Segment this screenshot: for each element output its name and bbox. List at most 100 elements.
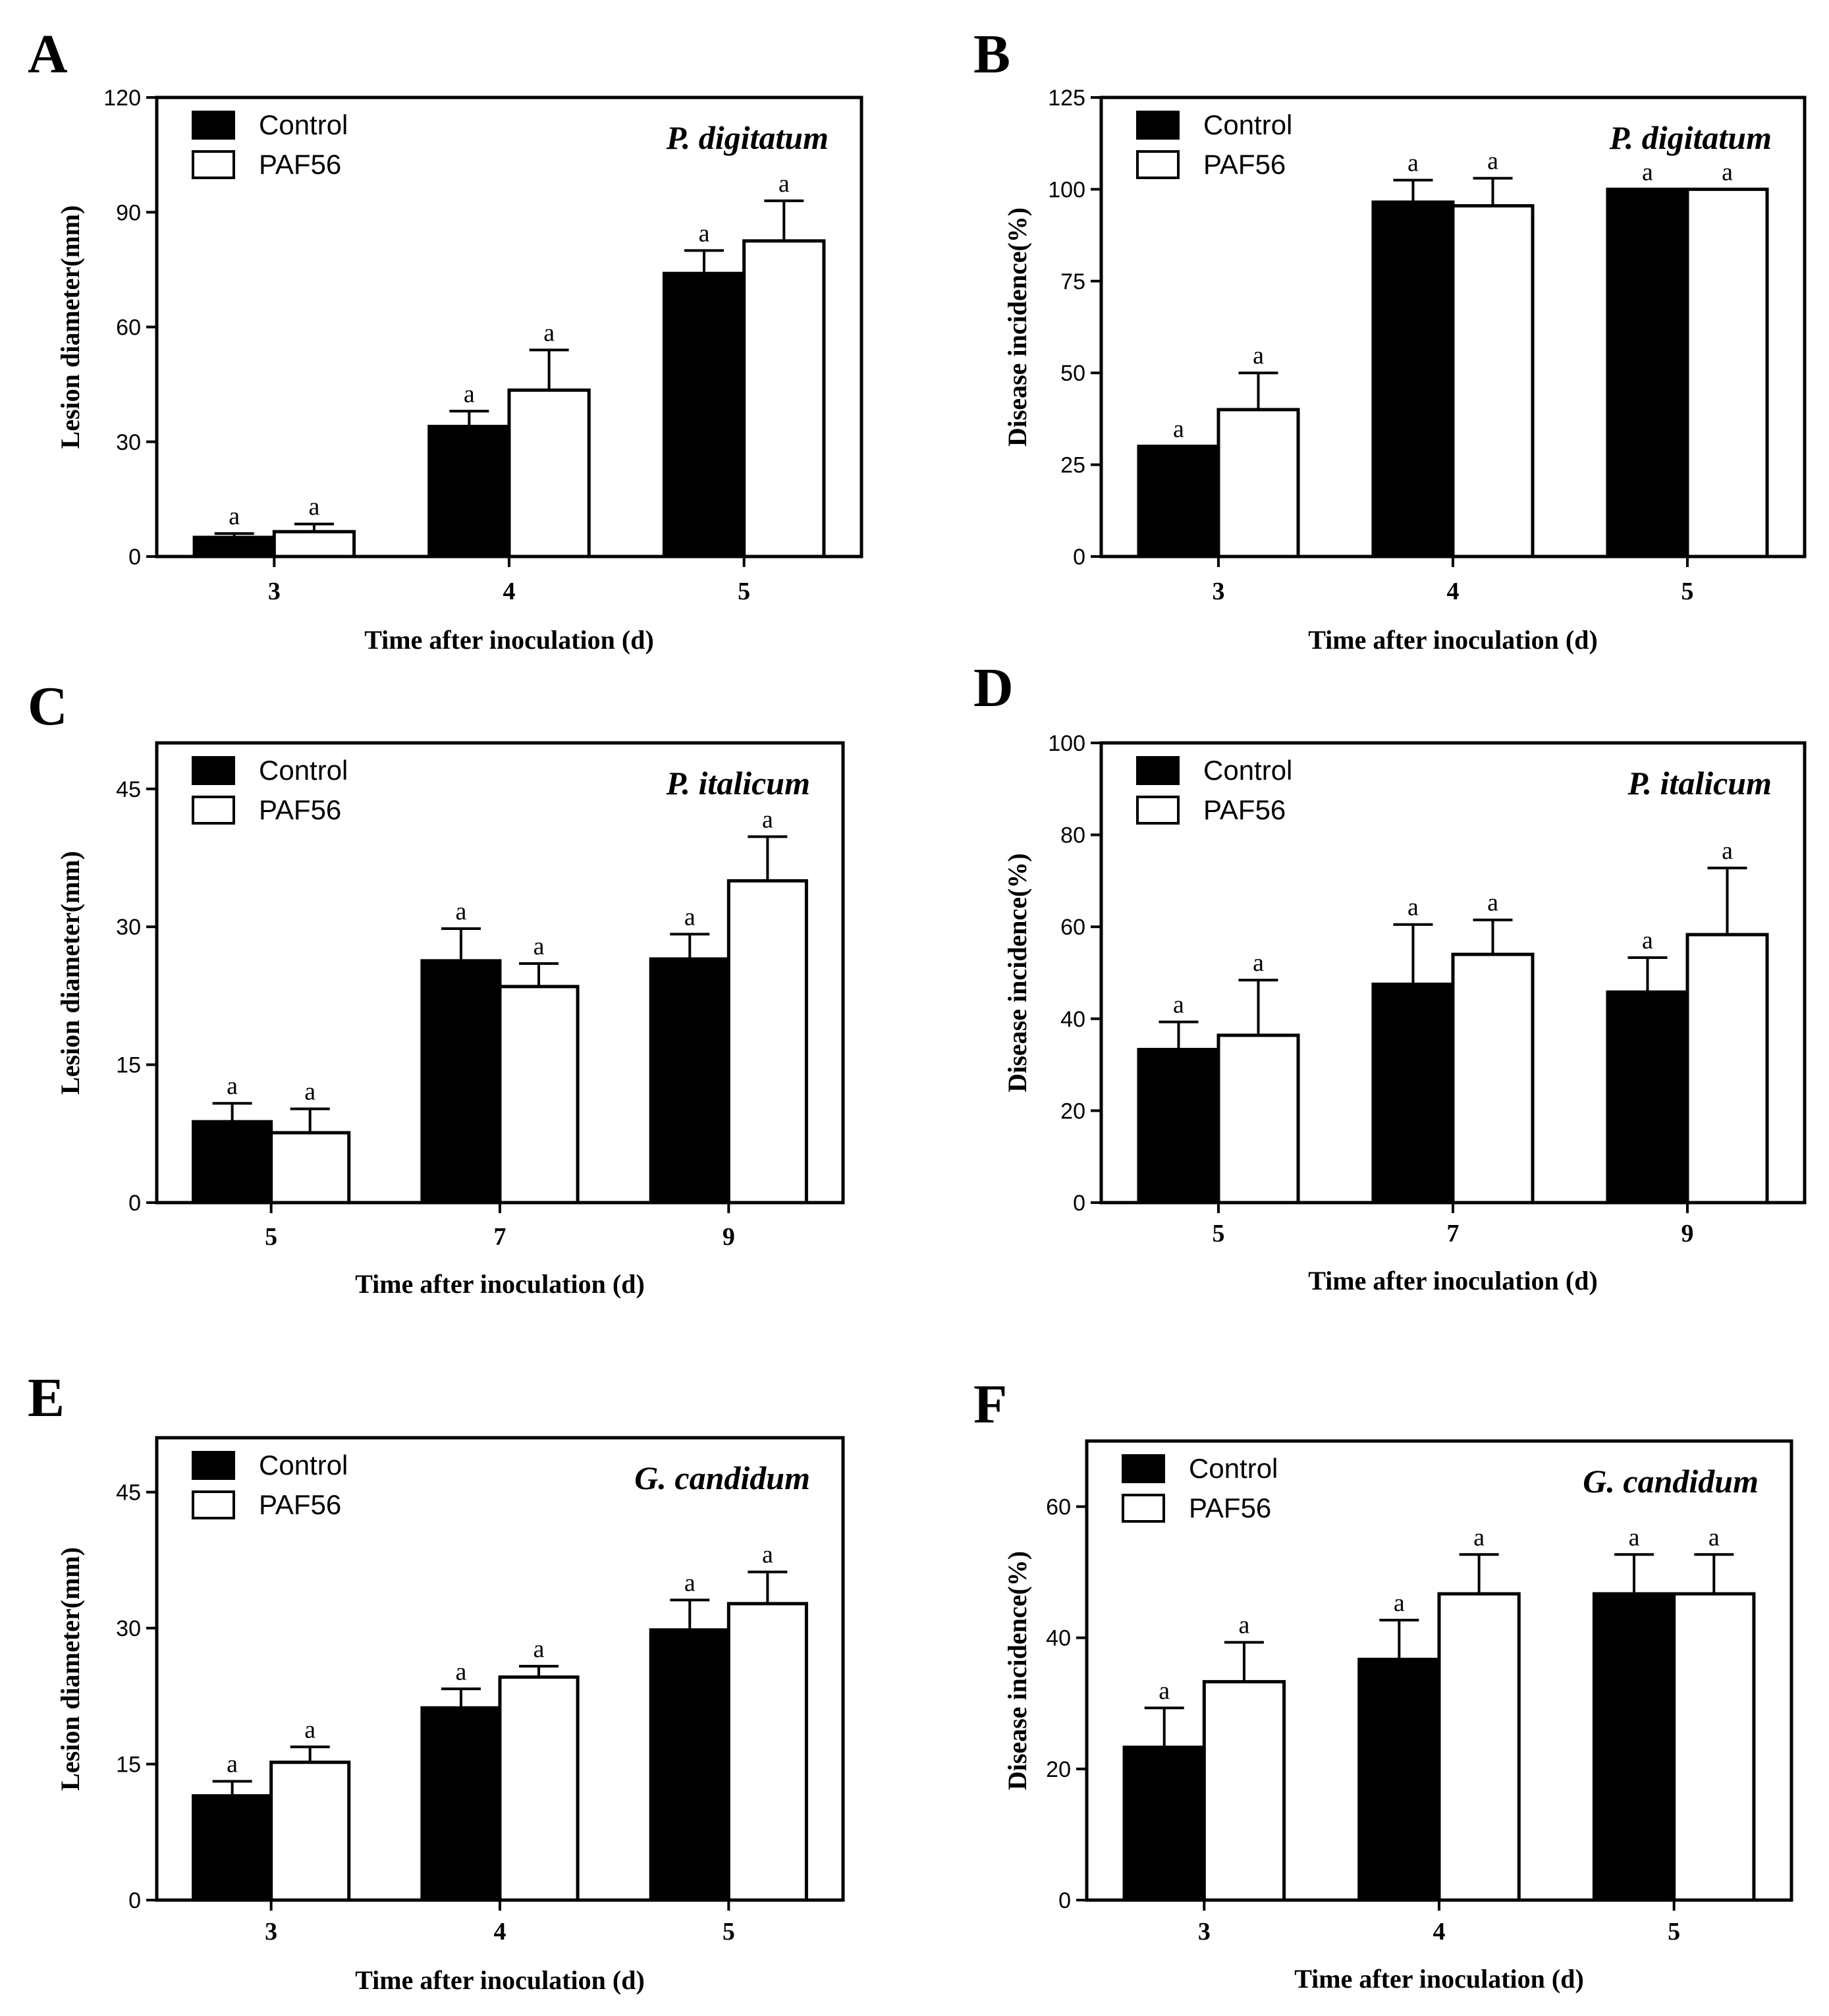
y-tick-label: 120: [103, 86, 141, 111]
bar-paf56-4: [1437, 1592, 1521, 1902]
panel-letter: B: [973, 24, 1010, 85]
significance-label: a: [456, 898, 467, 925]
bar-paf56-5: [1685, 187, 1769, 558]
bar-paf56-3: [272, 530, 356, 558]
bar-control-9: [1606, 990, 1689, 1205]
legend-swatch-control: [192, 756, 235, 785]
significance-label: a: [464, 380, 475, 408]
panel-E: E 0 15 30 45 a a 3 a a 4 a a 5 Control PAF56 G. candidum…: [28, 1367, 845, 1995]
legend-label: Control: [1203, 109, 1292, 140]
y-tick-label: 0: [128, 1888, 141, 1913]
significance-label: a: [1487, 889, 1498, 917]
significance-label: a: [684, 1569, 696, 1596]
significance-label: a: [1473, 1523, 1485, 1551]
x-axis-title: Time after inoculation (d): [364, 625, 654, 655]
y-tick-label: 125: [1048, 86, 1085, 111]
y-tick-label: 30: [116, 1616, 141, 1641]
y-tick-label: 0: [128, 545, 141, 570]
significance-label: a: [304, 1078, 315, 1106]
y-tick-label: 30: [116, 430, 141, 455]
significance-label: a: [1253, 342, 1264, 369]
x-tick-label: 7: [494, 1223, 506, 1251]
x-axis-title: Time after inoculation (d): [355, 1269, 645, 1299]
panel-D: D 0 20 40 60 80 100 a a 5 a a 7 a a 9 Control PAF56 P. ita…: [973, 657, 1807, 1295]
legend-label: PAF56: [1189, 1492, 1271, 1523]
bar-paf56-5: [1216, 1033, 1300, 1205]
bar-control-4: [1371, 200, 1455, 558]
y-axis-title: Lesion diameter(mm): [55, 205, 85, 449]
significance-label: a: [1394, 1589, 1405, 1617]
x-tick-label: 5: [738, 578, 750, 605]
significance-label: a: [1407, 149, 1419, 177]
bar-control-5: [649, 1628, 730, 1902]
x-tick-label: 3: [1213, 578, 1225, 605]
y-tick-label: 25: [1060, 453, 1085, 478]
significance-label: a: [543, 319, 555, 346]
significance-label: a: [1173, 991, 1184, 1019]
x-tick-label: 4: [494, 1918, 506, 1946]
significance-label: a: [1722, 837, 1733, 865]
x-tick-label: 5: [1668, 1918, 1680, 1946]
bar-control-5: [1592, 1592, 1676, 1902]
legend-label: Control: [1189, 1453, 1278, 1484]
bar-paf56-9: [726, 879, 808, 1205]
significance-label: a: [1487, 148, 1498, 175]
bar-control-3: [192, 535, 276, 558]
x-axis-title: Time after inoculation (d): [1308, 1266, 1598, 1295]
bar-control-5: [1606, 187, 1689, 558]
legend-label: PAF56: [1203, 149, 1286, 180]
legend-swatch-paf56: [1122, 1494, 1165, 1523]
significance-label: a: [699, 219, 710, 247]
x-tick-label: 5: [265, 1223, 277, 1251]
legend-label: Control: [259, 1450, 348, 1481]
plot-frame: [1085, 1439, 1793, 1902]
plot-frame: [1099, 95, 1807, 558]
legend-swatch-control: [192, 111, 235, 140]
bar-paf56-7: [1451, 952, 1535, 1205]
legend-label: Control: [259, 109, 348, 140]
x-axis-title: Time after inoculation (d): [355, 1965, 645, 1995]
significance-label: a: [1253, 949, 1264, 977]
panel-letter: A: [28, 24, 68, 85]
y-tick-label: 0: [1073, 545, 1085, 570]
x-axis-title: Time after inoculation (d): [1308, 625, 1598, 655]
bar-control-9: [649, 957, 730, 1205]
bar-paf56-9: [1685, 933, 1769, 1205]
panel-letter: D: [973, 657, 1014, 719]
y-tick-label: 60: [1060, 915, 1085, 940]
legend-swatch-paf56: [1136, 796, 1180, 825]
y-tick-label: 0: [128, 1191, 141, 1216]
bar-control-5: [662, 271, 746, 558]
legend-swatch-paf56: [1136, 150, 1180, 179]
bar-control-4: [1357, 1658, 1441, 1902]
legend-label: PAF56: [259, 149, 341, 180]
panel-B: B 0 25 50 75 100 125 a a 3 a a 4 a a 5 Control PAF56 P. di…: [973, 24, 1807, 655]
bar-paf56-5: [742, 239, 826, 558]
y-tick-label: 60: [116, 315, 141, 341]
legend-swatch-paf56: [192, 796, 235, 825]
bar-control-4: [420, 1706, 502, 1902]
legend-swatch-paf56: [192, 1490, 235, 1519]
significance-label: a: [684, 903, 696, 931]
bar-control-3: [1137, 445, 1220, 558]
bar-control-3: [192, 1794, 273, 1902]
x-tick-label: 4: [1447, 578, 1460, 605]
significance-label: a: [1239, 1612, 1250, 1639]
bar-paf56-5: [1672, 1592, 1756, 1902]
legend-swatch-control: [1122, 1454, 1165, 1483]
species-label: P. digitatum: [1609, 119, 1772, 156]
significance-label: a: [762, 1541, 773, 1569]
x-axis-title: Time after inoculation (d): [1294, 1964, 1584, 1994]
significance-label: a: [533, 1635, 545, 1663]
bar-paf56-3: [269, 1760, 351, 1902]
y-tick-label: 75: [1060, 269, 1085, 294]
legend-swatch-control: [1136, 756, 1180, 785]
y-tick-label: 90: [116, 200, 141, 225]
significance-label: a: [304, 1716, 315, 1743]
y-tick-label: 15: [116, 1053, 141, 1078]
legend-label: PAF56: [259, 794, 341, 825]
plot-frame: [155, 741, 845, 1205]
y-tick-label: 45: [116, 777, 141, 802]
x-tick-label: 7: [1447, 1220, 1460, 1247]
bar-paf56-3: [1202, 1679, 1286, 1902]
